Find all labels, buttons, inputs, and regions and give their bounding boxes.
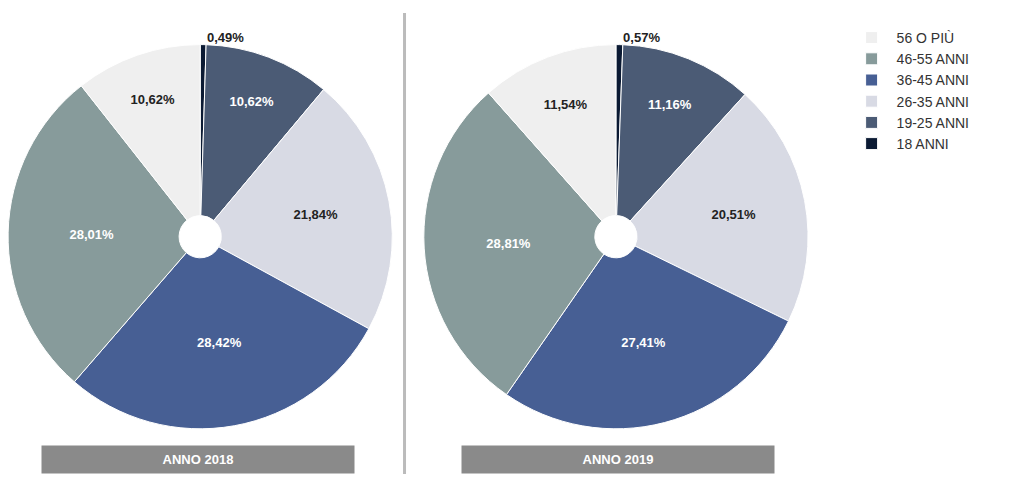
svg-text:11,16%: 11,16% xyxy=(648,97,692,112)
svg-text:0,49%: 0,49% xyxy=(207,30,244,45)
svg-text:20,51%: 20,51% xyxy=(712,207,757,222)
svg-text:28,81%: 28,81% xyxy=(486,236,531,251)
svg-text:10,62%: 10,62% xyxy=(230,94,275,109)
svg-text:27,41%: 27,41% xyxy=(621,335,666,350)
svg-text:26-35 ANNI: 26-35 ANNI xyxy=(897,94,969,110)
svg-text:28,01%: 28,01% xyxy=(69,227,114,242)
svg-text:ANNO 2019: ANNO 2019 xyxy=(583,452,654,467)
svg-text:11,54%: 11,54% xyxy=(544,97,588,112)
svg-text:28,42%: 28,42% xyxy=(197,335,242,350)
svg-text:ANNO 2018: ANNO 2018 xyxy=(163,452,234,467)
svg-text:0,57%: 0,57% xyxy=(623,30,660,45)
svg-text:56 O PIÙ: 56 O PIÙ xyxy=(897,30,955,46)
svg-text:21,84%: 21,84% xyxy=(293,207,338,222)
svg-text:10,62%: 10,62% xyxy=(131,92,176,107)
svg-text:18 ANNI: 18 ANNI xyxy=(897,136,949,152)
svg-text:19-25 ANNI: 19-25 ANNI xyxy=(897,115,969,131)
svg-text:46-55 ANNI: 46-55 ANNI xyxy=(897,51,969,67)
svg-text:36-45 ANNI: 36-45 ANNI xyxy=(897,72,969,88)
